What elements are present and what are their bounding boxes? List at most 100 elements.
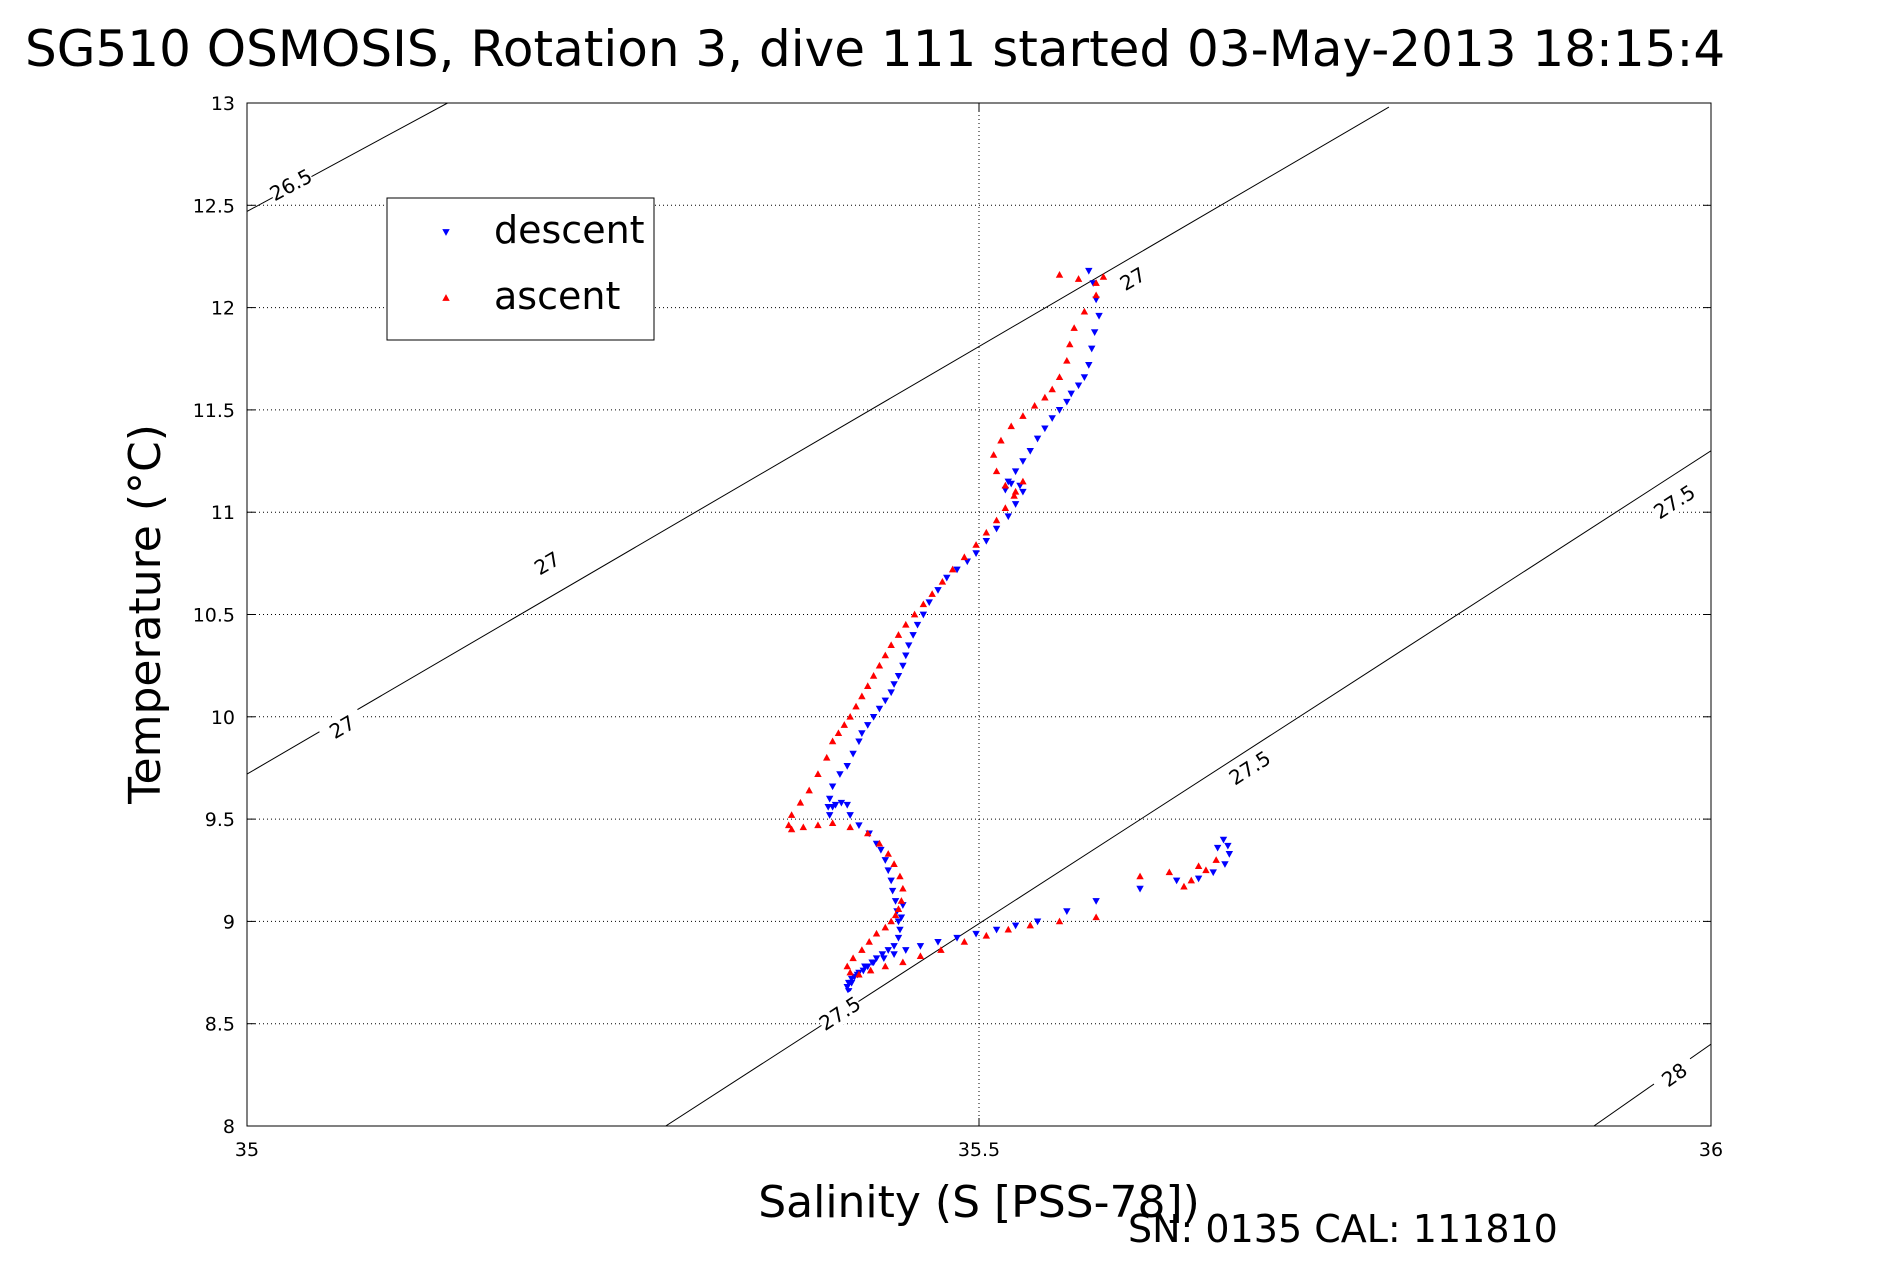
descent-point [890,943,898,950]
ascent-point [919,600,928,608]
legend: descent ascent [386,197,655,341]
descent-point [824,803,832,811]
ascent-point [1092,913,1100,921]
descent-point [825,812,834,819]
ascent-point [840,721,849,728]
y-tick-label: 9 [223,911,235,933]
descent-point [1055,407,1064,414]
ascent-point [1001,481,1010,489]
density-contour-28 [1593,1043,1711,1126]
descent-point [878,951,887,958]
ascent-point [897,897,906,904]
ascent-point [865,938,873,945]
descent-point [1090,329,1099,336]
descent-point [864,722,872,729]
descent-point [890,681,898,688]
ascent-point [1212,856,1220,863]
descent-point [844,988,853,995]
y-tick-label: 11.5 [193,400,235,422]
ascent-point [1041,393,1049,401]
ascent-point [992,467,1001,475]
descent-point [1004,513,1012,521]
ascent-point [846,823,854,831]
descent-point [1011,922,1020,930]
descent-point [943,574,951,582]
x-axis: 35 35.5 36 [235,103,1723,1161]
ascent-point [938,577,947,585]
descent-point [972,550,980,557]
descent-point [1213,844,1222,852]
ascent-point [864,829,872,837]
ascent-point [1099,273,1108,280]
descent-point [843,801,851,809]
ascent-point [1165,868,1174,876]
descent-point [843,984,851,991]
ascent-point [869,672,878,679]
ascent-point [846,712,854,720]
ascent-point [948,565,957,573]
descent-point [1007,480,1015,488]
ascent-point [814,770,822,777]
y-tick-label: 8 [223,1116,235,1138]
y-tick-label: 10 [211,707,235,729]
ascent-point [887,917,895,925]
ascent-point [852,702,860,710]
descent-point [825,795,834,803]
descent-point [1011,501,1020,508]
ascent-point [881,962,890,970]
ascent-point [997,436,1005,444]
legend-box [386,197,655,341]
descent-point [897,914,906,922]
ascent-point [875,839,884,847]
contour-label-bg [265,162,316,205]
ascent-point [896,872,904,880]
ascent-point [887,641,895,649]
descent-point [913,621,922,629]
y-tick-label: 12 [211,298,235,320]
descent-point [934,587,942,594]
ascent-point [872,929,881,937]
ascent-point [960,938,969,945]
y-tick-label: 9.5 [205,809,235,831]
descent-point [828,783,837,791]
descent-point [1080,374,1089,381]
ascent-point [992,516,1001,524]
ascent-point [828,819,837,827]
ascent-point [1055,271,1064,278]
descent-point [881,697,890,705]
ascent-point [799,823,808,831]
descent-point [869,959,878,967]
descent-point [982,537,991,545]
descent-point [934,938,942,946]
serial-calibration-note: SN: 0135 CAL: 111810 [1128,1207,1558,1251]
x-tick-label: 35.5 [958,1139,1000,1161]
ascent-point [849,954,857,962]
ascent-point [1026,921,1034,929]
y-axis: 8 8.5 9 9.5 10 10.5 11 11.5 12 12.5 13 [193,93,1711,1138]
ascent-point [1180,882,1188,890]
descent-point [884,867,892,875]
descent-point [894,918,903,926]
ascent-point [890,860,898,867]
contour-label-bg [316,704,367,748]
contour-label-bg [814,990,865,1035]
descent-point [972,930,980,938]
contour-label-bg [1648,479,1699,524]
ascent-point [1092,291,1100,299]
descent-point [902,652,910,660]
series-ascent [784,271,1220,978]
ascent-point [972,541,980,548]
legend-label-descent: descent [494,208,645,252]
density-contour-27 [247,106,1390,775]
descent-point [1067,390,1075,398]
ascent-point [899,884,907,892]
ascent-point [855,970,863,978]
ascent-point [1019,477,1027,485]
descent-point [953,934,961,942]
descent-point [905,642,913,650]
descent-point [846,812,854,819]
descent-point [919,611,928,619]
ascent-point [910,610,919,618]
descent-point [1221,861,1229,868]
